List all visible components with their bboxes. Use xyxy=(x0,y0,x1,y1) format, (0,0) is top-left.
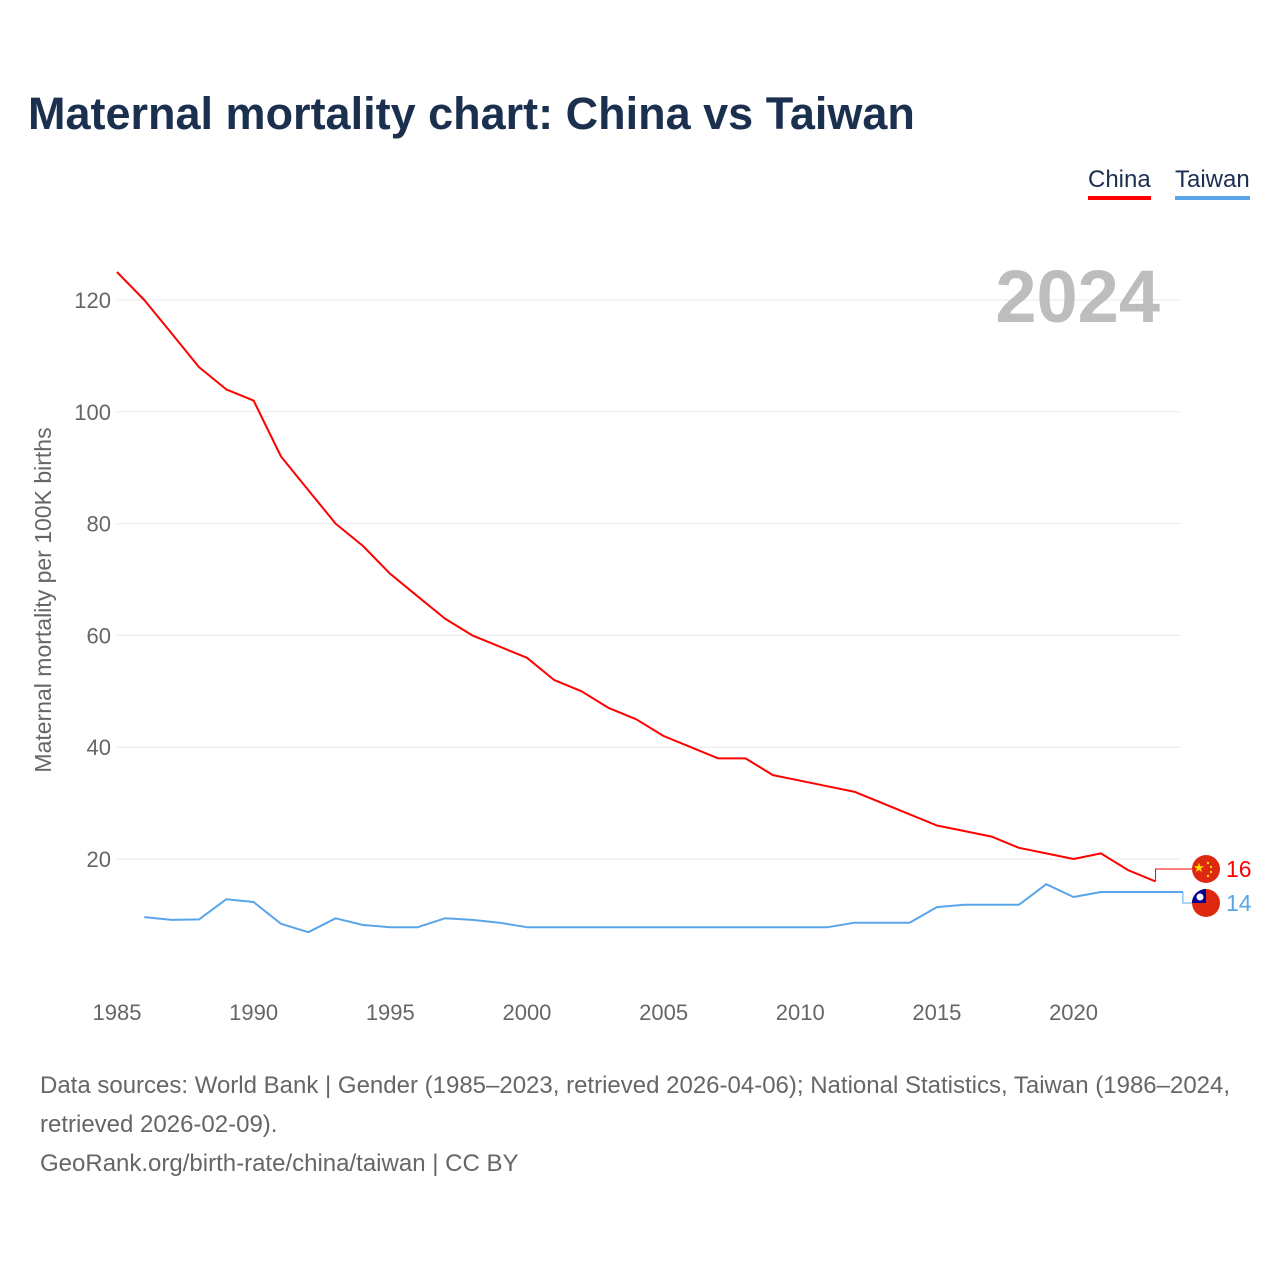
sun-icon xyxy=(1196,893,1204,901)
x-tick-label: 2020 xyxy=(1049,1000,1098,1025)
star-icon: ★ xyxy=(1193,860,1205,875)
series-line-taiwan xyxy=(144,883,1183,934)
footer: Data sources: World Bank | Gender (1985–… xyxy=(40,1066,1240,1183)
legend-china[interactable]: China xyxy=(1088,166,1151,200)
series-line-china xyxy=(116,271,1156,883)
y-tick-label: 120 xyxy=(74,288,111,313)
x-tick-label: 2010 xyxy=(776,1000,825,1025)
small-star-icon xyxy=(1206,874,1210,878)
line-chart: 20 40 60 80 100 120 1985 1990 1995 2000 2005 2010 20… xyxy=(30,255,1252,1025)
legend-taiwan[interactable]: Taiwan xyxy=(1175,166,1250,200)
chart-title: Maternal mortality chart: China vs Taiwa… xyxy=(28,88,915,139)
small-star-icon xyxy=(1206,861,1210,865)
y-tick-label: 40 xyxy=(87,735,111,760)
flag-background xyxy=(1192,855,1220,883)
x-tick-label: 2005 xyxy=(639,1000,688,1025)
china-flag-icon: ★ xyxy=(1192,855,1220,883)
x-tick-label: 1985 xyxy=(93,1000,142,1025)
end-value-label: 16 xyxy=(1226,856,1252,882)
y-axis-label: Maternal mortality per 100K births xyxy=(30,427,56,772)
y-tick-label: 80 xyxy=(87,512,111,537)
small-star-icon xyxy=(1209,865,1213,869)
data-sources: Data sources: World Bank | Gender (1985–… xyxy=(40,1072,1231,1138)
leader-line xyxy=(1155,868,1192,882)
x-tick-label: 2015 xyxy=(912,1000,961,1025)
taiwan-flag-icon xyxy=(1192,889,1220,917)
y-tick-label: 60 xyxy=(87,623,111,648)
leader-line xyxy=(1182,891,1192,904)
credit-link[interactable]: GeoRank.org/birth-rate/china/taiwan | CC… xyxy=(40,1150,519,1177)
y-tick-label: 20 xyxy=(87,847,111,872)
x-tick-label: 2000 xyxy=(502,1000,551,1025)
small-star-icon xyxy=(1209,870,1213,874)
year-watermark: 2024 xyxy=(995,255,1160,338)
end-value-label: 14 xyxy=(1226,890,1252,916)
x-tick-label: 1995 xyxy=(366,1000,415,1025)
y-tick-label: 100 xyxy=(74,400,111,425)
x-tick-label: 1990 xyxy=(229,1000,278,1025)
